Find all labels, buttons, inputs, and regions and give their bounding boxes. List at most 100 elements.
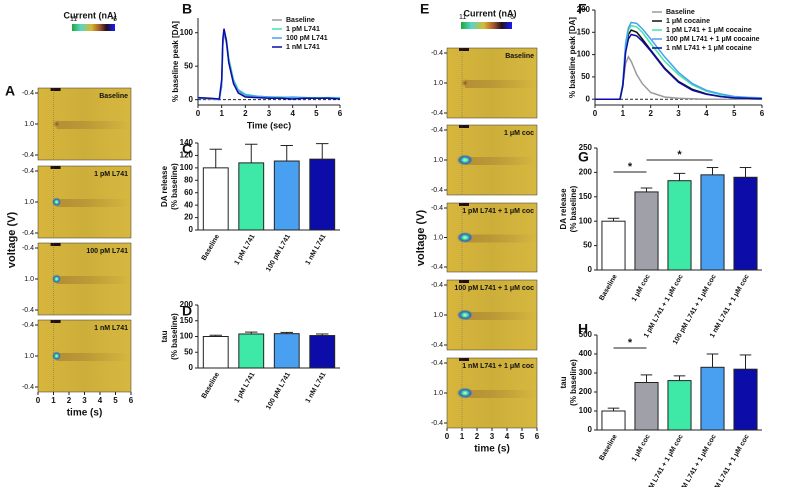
panel-letter: A bbox=[5, 83, 15, 99]
heatmap-top-band bbox=[50, 320, 61, 323]
y-tick-label: -0.4 bbox=[22, 168, 34, 175]
x-tick-label: 1 μM coc bbox=[631, 273, 652, 303]
y-tick-label: 100 bbox=[579, 406, 593, 415]
panel-label: 1 μM coc bbox=[504, 130, 534, 137]
significance-star: * bbox=[628, 337, 633, 349]
heatmap-spot bbox=[456, 231, 474, 244]
x-axis-title: time (s) bbox=[474, 444, 510, 455]
heatmap-trail bbox=[465, 312, 537, 320]
series-line bbox=[595, 55, 762, 100]
y-tick-label: 80 bbox=[184, 175, 193, 184]
y-tick-label: 40 bbox=[184, 200, 193, 209]
y-tick-label: 250 bbox=[579, 143, 593, 152]
series-line bbox=[595, 21, 763, 100]
bar bbox=[700, 366, 725, 431]
panel-label: 100 pM L741 bbox=[86, 248, 128, 255]
heatmap-trail bbox=[465, 234, 537, 243]
y-tick-label: 1.0 bbox=[24, 121, 34, 128]
heatmap-top-band bbox=[459, 203, 469, 206]
y-tick-label: 200 bbox=[577, 5, 591, 14]
panel-letter: E bbox=[420, 1, 429, 17]
y-tick-label: 100 bbox=[180, 28, 194, 37]
series-line bbox=[595, 33, 763, 100]
panel-label: 100 pM L741 + 1 μM coc bbox=[454, 285, 534, 292]
heatmap-top-band bbox=[459, 48, 469, 51]
y-tick-label: -0.4 bbox=[431, 205, 443, 212]
y-tick-label: 0 bbox=[586, 94, 591, 103]
heatmap-spot bbox=[460, 78, 470, 88]
y-tick-label: 120 bbox=[180, 151, 194, 160]
y-axis-title: DA release(% baseline) bbox=[160, 163, 179, 210]
y-tick-label: -0.4 bbox=[431, 264, 443, 271]
x-tick-label: 2 bbox=[648, 109, 653, 118]
y-tick-label: 1.0 bbox=[24, 199, 34, 206]
bar bbox=[733, 176, 758, 271]
x-tick-label: 1 bbox=[51, 396, 56, 405]
series-line bbox=[197, 28, 341, 100]
y-tick-label: 100 bbox=[579, 216, 593, 225]
panel-label: 1 pM L741 + 1 μM coc bbox=[462, 208, 534, 215]
panel-letter: B bbox=[182, 1, 192, 17]
y-tick-label: -0.4 bbox=[431, 282, 443, 289]
bar bbox=[238, 333, 265, 369]
y-tick-label: 100 bbox=[180, 332, 194, 341]
y-tick-label: -0.4 bbox=[431, 360, 443, 367]
x-tick-label: 4 bbox=[290, 109, 295, 118]
y-tick-label: 200 bbox=[579, 168, 593, 177]
y-tick-label: 20 bbox=[184, 213, 193, 222]
heatmap-spot bbox=[51, 197, 62, 207]
heatmap-top-band bbox=[50, 243, 61, 246]
legend-label: 1 μM cocaine bbox=[666, 18, 710, 25]
y-tick-label: 150 bbox=[577, 27, 591, 36]
x-tick-label: 4 bbox=[98, 396, 103, 405]
series-line bbox=[197, 32, 340, 101]
y-axis-title: % baseline peak [DA] bbox=[171, 21, 180, 102]
y-axis-title: voltage (V) bbox=[6, 212, 18, 269]
y-tick-label: -0.4 bbox=[22, 245, 34, 252]
y-axis-title: DA release(% baseline) bbox=[559, 185, 578, 232]
significance-star: * bbox=[628, 161, 633, 173]
y-tick-label: -0.4 bbox=[22, 230, 34, 237]
heatmap-spot bbox=[51, 119, 62, 129]
heatmap-spot bbox=[51, 274, 62, 284]
y-tick-label: 1.0 bbox=[24, 353, 34, 360]
legend-label: Baseline bbox=[666, 9, 695, 16]
bar bbox=[202, 336, 229, 369]
x-tick-label: 1 nM L741 bbox=[305, 371, 328, 404]
x-tick-label: 100 pM L741 bbox=[265, 233, 292, 273]
bar bbox=[667, 380, 692, 431]
x-axis-title: time (s) bbox=[67, 408, 103, 419]
y-tick-label: -0.4 bbox=[431, 110, 443, 117]
bar bbox=[634, 191, 659, 271]
heatmap-top-band bbox=[459, 358, 469, 361]
heatmap-spot bbox=[51, 351, 62, 361]
heatmap-trail bbox=[56, 199, 131, 207]
panel-label: 1 nM L741 + 1 μM coc bbox=[462, 363, 534, 370]
y-tick-label: 1.0 bbox=[433, 157, 443, 164]
x-tick-label: 100 pM L741 bbox=[265, 371, 292, 411]
y-axis-title: tau(% baseline) bbox=[160, 313, 179, 360]
y-tick-label: 1.0 bbox=[433, 80, 443, 87]
colorbar bbox=[461, 22, 512, 29]
x-axis-title: Time (sec) bbox=[247, 120, 291, 130]
panel-label: Baseline bbox=[99, 93, 128, 100]
x-tick-label: 2 bbox=[475, 432, 480, 441]
x-tick-label: 0 bbox=[196, 109, 201, 118]
x-tick-label: 6 bbox=[760, 109, 765, 118]
bar bbox=[634, 382, 659, 431]
y-tick-label: -0.4 bbox=[22, 322, 34, 329]
legend-label: 1 nM L741 + 1 μM cocaine bbox=[666, 45, 752, 52]
y-tick-label: 1.0 bbox=[433, 390, 443, 397]
bar bbox=[309, 158, 336, 231]
heatmap-trail bbox=[56, 121, 131, 129]
y-tick-label: 200 bbox=[579, 387, 593, 396]
panel-letter: D bbox=[182, 303, 192, 319]
panel-letter: G bbox=[578, 149, 589, 165]
x-tick-label: 1 nM L741 + 1 μM coc bbox=[709, 273, 751, 339]
y-tick-label: 150 bbox=[180, 316, 194, 325]
y-axis-title: % baseline peak [DA] bbox=[568, 17, 577, 98]
bar bbox=[273, 160, 300, 231]
y-tick-label: -0.4 bbox=[22, 152, 34, 159]
x-tick-label: 1 pM L741 bbox=[234, 233, 257, 266]
panel-letter: C bbox=[182, 141, 192, 157]
